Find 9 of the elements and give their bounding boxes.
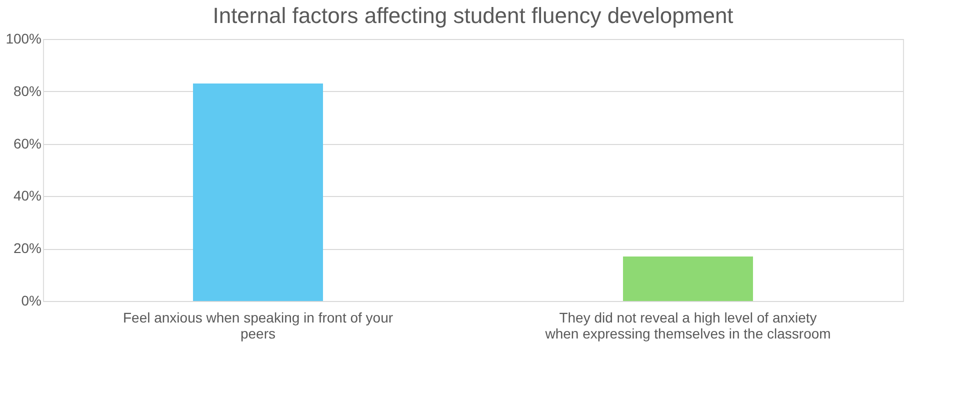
y-tick-label: 60%: [13, 135, 42, 152]
x-tick-label: They did not reveal a high level of anxiety when expressing themselves in the classroom: [544, 310, 831, 342]
y-tick-label: 40%: [13, 188, 42, 204]
y-tick-label: 0%: [21, 292, 42, 308]
y-tick-label: 20%: [13, 240, 42, 256]
y-tick-label: 100%: [6, 30, 42, 46]
y-tick-label: 80%: [13, 82, 42, 99]
x-tick-label: Feel anxious when speaking in front of your peers: [122, 310, 394, 342]
chart-title: Internal factors affecting student fluency development: [212, 3, 734, 28]
